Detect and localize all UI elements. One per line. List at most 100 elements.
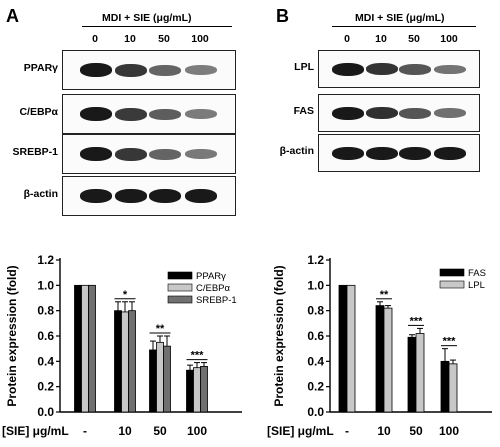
- panel-a-band: [80, 147, 112, 161]
- panel-a-lane-label: 10: [124, 33, 136, 45]
- panel-a-lane-label: 100: [191, 33, 209, 45]
- panel-a-blot-label: β-actin: [23, 188, 58, 200]
- y-axis-label: Protein expression (fold): [272, 265, 286, 406]
- y-tick-label: 0.2: [37, 380, 54, 394]
- panel-b-band: [399, 63, 431, 75]
- panel-a-blot-label: PPARγ: [23, 62, 58, 74]
- x-tick-label: 50: [153, 424, 167, 438]
- panel-a-treatment-label: MDI + SIE (μg/mL): [102, 12, 192, 24]
- panel-b-treatment-label: MDI + SIE (μg/mL): [355, 12, 445, 24]
- y-tick-label: 0.6: [307, 329, 324, 343]
- x-axis-label: [SIE] μg/mL: [2, 424, 69, 438]
- y-tick-label: 0.2: [307, 380, 324, 394]
- y-tick-label: 1.0: [307, 278, 324, 292]
- y-tick-label: 0.8: [37, 304, 54, 318]
- panel-b-blot-label: FAS: [293, 105, 314, 117]
- panel-a-band: [185, 65, 217, 75]
- bar: [163, 345, 171, 413]
- panel-b-band: [434, 108, 466, 118]
- significance-marker: **: [380, 289, 389, 301]
- panel-a-blot-strip: [62, 94, 236, 134]
- y-tick-label: 1.0: [37, 278, 54, 292]
- panel-b-blot-strip: [318, 50, 480, 88]
- legend-swatch: [167, 271, 193, 280]
- panel-a-bar-chart: 0.0 0.2 0.4 0.6 0.8 1.0 1.2 Protein expression …: [2, 253, 242, 438]
- significance-marker: ***: [443, 336, 457, 348]
- panel-b-band: [366, 63, 398, 75]
- panel-a-band: [80, 63, 112, 77]
- bar: [156, 341, 164, 413]
- legend-label: LPL: [468, 280, 485, 291]
- x-tick-label: -: [345, 424, 349, 438]
- panel-a-band: [185, 149, 217, 159]
- bar: [128, 310, 136, 413]
- y-tick-label: 0.4: [37, 354, 54, 368]
- bar: [448, 363, 458, 413]
- panel-b-band: [332, 106, 364, 120]
- bar: [121, 311, 129, 413]
- panel-a-band: [149, 189, 181, 203]
- panel-a-letter: A: [6, 6, 19, 26]
- x-tick-label: 100: [439, 424, 459, 438]
- significance-marker: ***: [191, 350, 205, 362]
- panel-b-band: [332, 62, 364, 76]
- panel-b-blot-label: β-actin: [279, 145, 314, 157]
- bar: [375, 305, 385, 413]
- y-tick-label: 0.6: [37, 329, 54, 343]
- bar: [200, 366, 208, 413]
- bar: [338, 284, 348, 413]
- bar: [193, 367, 201, 413]
- y-tick-label: 1.2: [307, 253, 324, 267]
- panel-b-blot-label: LPL: [294, 61, 314, 73]
- bar: [440, 360, 450, 413]
- legend-swatch: [439, 280, 465, 289]
- bar: [407, 336, 417, 413]
- legend-swatch: [439, 268, 465, 277]
- panel-a-band: [115, 63, 147, 77]
- panel-b-band: [434, 64, 466, 74]
- bar: [114, 310, 122, 413]
- x-tick-label: 100: [187, 424, 207, 438]
- y-tick-label: 0.0: [37, 405, 54, 419]
- panel-b-band: [332, 146, 364, 160]
- legend-swatch: [167, 283, 193, 292]
- panel-a-blot-strip: [62, 176, 236, 216]
- panel-a-blot-label: SREBP-1: [12, 146, 58, 158]
- bar: [74, 284, 82, 413]
- panel-a-header-line: [82, 26, 232, 27]
- panel-a-band: [185, 109, 217, 119]
- y-tick-label: 0.4: [307, 354, 324, 368]
- panel-a-band: [185, 189, 217, 203]
- panel-b-band: [366, 146, 398, 160]
- x-tick-label: 50: [409, 424, 423, 438]
- panel-a-lane-label: 50: [158, 33, 170, 45]
- significance-marker: *: [123, 289, 128, 301]
- panel-a-band: [149, 148, 181, 160]
- panel-a-band: [149, 108, 181, 120]
- panel-b-blot-strip: [318, 134, 480, 172]
- panel-a-band: [149, 64, 181, 76]
- panel-a-band: [80, 107, 112, 121]
- bar: [346, 284, 356, 413]
- legend-label: FAS: [468, 268, 486, 279]
- bar: [88, 284, 96, 413]
- panel-b-bar-chart: 0.0 0.2 0.4 0.6 0.8 1.0 1.2 Protein expression …: [267, 253, 492, 438]
- bar: [415, 333, 425, 413]
- panel-b-letter: B: [276, 6, 289, 26]
- legend-label: C/EBPα: [196, 283, 231, 294]
- panel-a-band: [80, 189, 112, 203]
- y-tick-label: 0.8: [307, 304, 324, 318]
- panel-a-blot-label: C/EBPα: [19, 106, 58, 118]
- x-axis-label: [SIE] μg/mL: [267, 424, 334, 438]
- panel-a-lane-label: 0: [92, 33, 98, 45]
- significance-marker: ***: [410, 315, 424, 327]
- y-axis-label: Protein expression (fold): [5, 265, 19, 406]
- bar: [149, 349, 157, 413]
- x-tick-label: 10: [118, 424, 132, 438]
- bar: [383, 307, 393, 413]
- panel-b-band: [366, 107, 398, 119]
- panel-b-blot-strip: [318, 94, 480, 132]
- panel-a-blot-strip: [62, 50, 236, 90]
- y-tick-label: 0.0: [307, 405, 324, 419]
- panel-a-band: [115, 107, 147, 121]
